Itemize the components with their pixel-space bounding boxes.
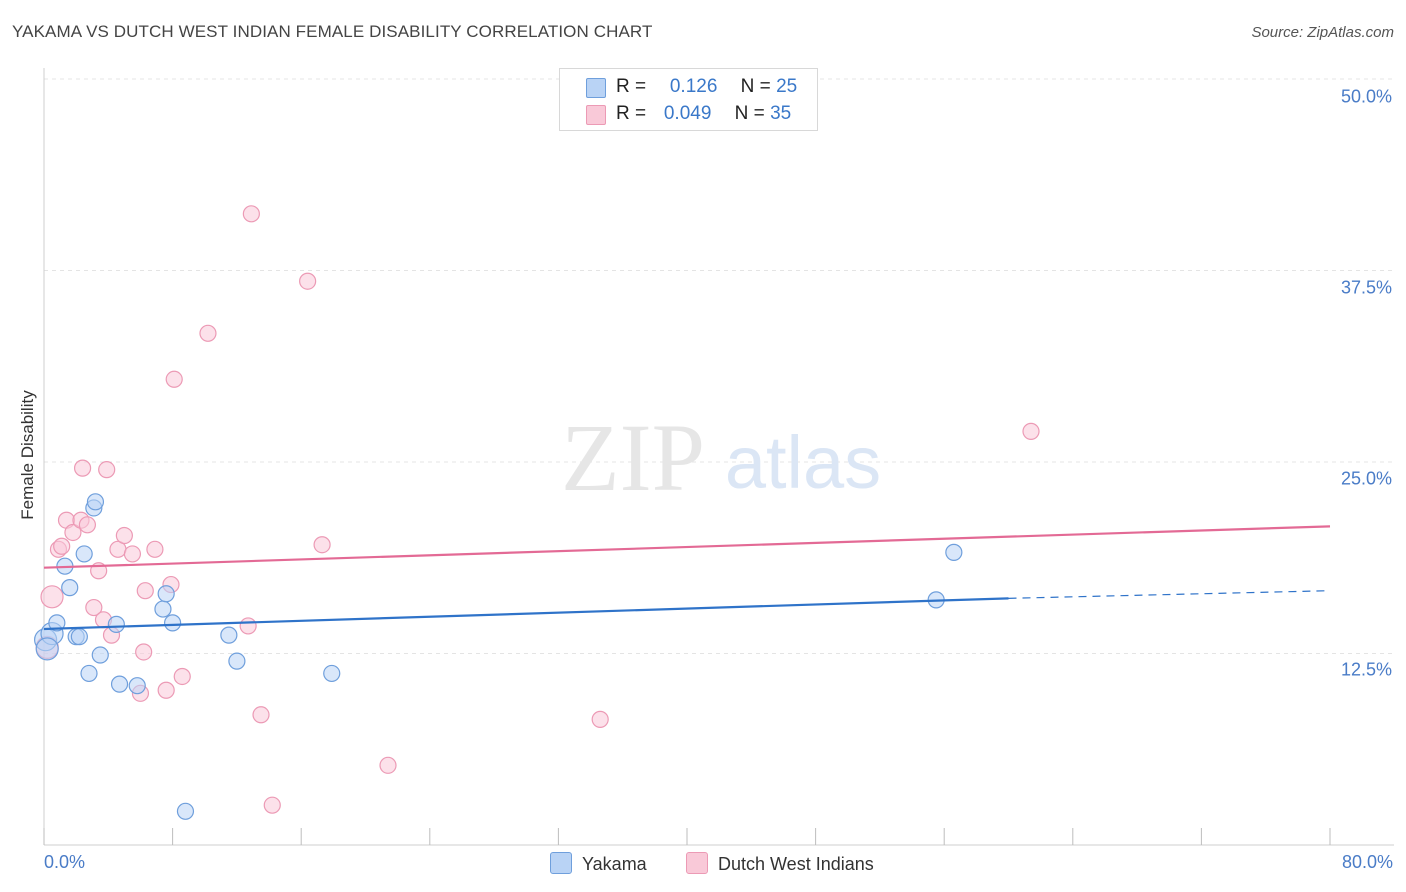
legend-n-label: N = [734,103,765,124]
yakama-point-24 [35,637,59,661]
legend-r-label: R = [616,103,647,124]
yakama-point-19 [220,626,238,644]
yakama-swatch [586,78,606,98]
legend-n-label: N = [740,76,771,97]
dutch-swatch [586,105,606,125]
y-tick-label-12-5: 12.5% [1340,659,1392,680]
dutch-point-21 [157,681,175,699]
legend-label-dutch: Dutch West Indians [718,854,874,874]
trend-lines [43,525,1331,631]
dutch-point-26 [239,617,257,635]
dutch-point-29 [263,796,281,814]
yakama-point-2 [48,614,66,632]
x-tick-label-min: 0.0% [44,852,86,872]
yakama-point-21 [323,664,341,683]
dutch-point-33 [591,710,609,728]
stats-legend: R = 0.126 N = 25 R = 0.049 N = 35 [559,68,818,131]
dutch-point-3 [53,537,71,555]
y-tick-label-50: 50.0% [1340,86,1392,107]
dutch-point-9 [85,598,103,617]
y-tick-label-25: 25.0% [1340,468,1392,489]
dutch-point-30 [299,272,317,290]
yakama-trend-extension [1008,590,1331,599]
dutch-point-5 [64,523,82,542]
yakama-legend-swatch [550,852,572,874]
yakama-point-8 [80,664,98,683]
dutch-point-31 [313,536,331,554]
legend-dutch-r: 0.049 [663,103,712,124]
watermark-atlas: atlas [725,421,881,504]
grid-lines [44,78,1394,654]
dutch-point-24 [173,667,191,686]
dutch-point-23 [165,370,183,388]
yakama-point-16 [157,585,175,603]
dutch-point-32 [379,756,397,774]
y-tick-label-37-5: 37.5% [1340,277,1392,298]
dutch-point-15 [115,526,133,545]
yakama-point-10 [86,493,105,511]
yakama-point-15 [154,600,172,618]
legend-yakama-n: 25 [776,76,798,97]
chart-title: YAKAMA VS DUTCH WEST INDIAN FEMALE DISAB… [12,22,653,41]
dutch-point-27 [242,205,260,223]
yakama-point-17 [164,614,182,632]
dutch-point-8 [78,516,97,534]
yakama-point-11 [91,646,109,664]
yakama-point-6 [70,628,88,646]
yakama-point-20 [228,652,246,670]
dutch-point-19 [136,582,154,600]
dutch-point-20 [146,540,164,558]
yakama-point-23 [945,543,963,561]
dutch-trend-line [43,525,1331,569]
yakama-point-12 [107,615,125,633]
dutch-point-34 [1022,422,1040,440]
yakama-point-18 [176,802,195,820]
legend-dutch-n: 35 [770,103,792,124]
watermark-zip: ZIP [561,404,705,511]
dutch-point-28 [252,706,270,724]
dutch-point-16 [123,545,142,563]
x-tick-label-max: 80.0% [1341,852,1393,872]
legend-item-dutch: Dutch West Indians [686,852,874,875]
yakama-point-4 [61,579,79,597]
legend-yakama-r: 0.126 [669,76,718,97]
dutch-legend-swatch [686,852,708,874]
legend-r-label: R = [616,76,647,97]
yakama-point-7 [75,545,93,563]
watermark: ZIP atlas [561,404,881,511]
dutch-point-1 [40,585,64,609]
yakama-point-14 [128,677,146,695]
dutch-point-18 [135,643,153,661]
legend-item-yakama: Yakama [550,852,647,875]
dutch-point-12 [98,461,116,479]
axes [43,68,1394,846]
dutch-point-7 [73,459,92,477]
yakama-point-13 [110,675,129,693]
source-label: Source: ZipAtlas.com [1251,24,1394,41]
legend-label-yakama: Yakama [582,854,647,874]
yakama-trend-line [43,597,1009,631]
dutch-point-25 [199,324,217,342]
dutch-west-indians-points [35,205,1040,814]
